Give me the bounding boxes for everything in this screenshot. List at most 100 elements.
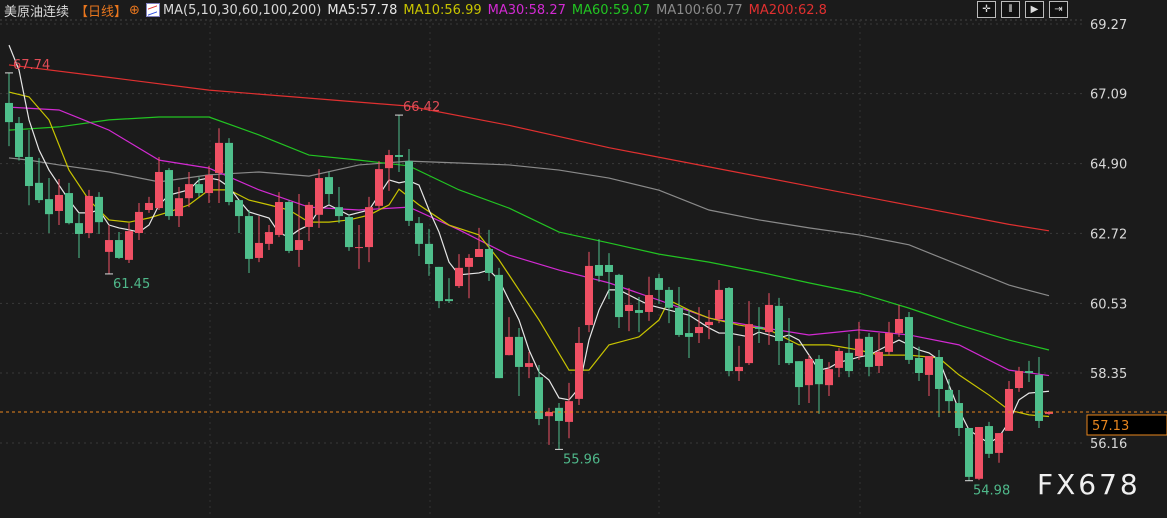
candle-body bbox=[945, 389, 953, 402]
moving-averages bbox=[8, 44, 1050, 444]
goto-end-icon[interactable]: ⇥ bbox=[1049, 1, 1068, 18]
legend-ma10: MA10:56.99 bbox=[403, 2, 482, 18]
candle bbox=[1035, 357, 1043, 428]
annotations: 67.74 61.45 66.42 55.96 54.98 bbox=[5, 58, 1010, 499]
candle bbox=[665, 287, 673, 324]
candle bbox=[575, 326, 583, 405]
ma100-line bbox=[8, 157, 1050, 297]
candle bbox=[385, 149, 393, 191]
candle bbox=[595, 239, 603, 282]
candle-body bbox=[575, 342, 583, 399]
candle-body bbox=[955, 403, 963, 428]
candle bbox=[875, 333, 883, 374]
y-tick-label: 58.35 bbox=[1090, 367, 1127, 382]
candle bbox=[85, 189, 93, 239]
candle bbox=[25, 130, 33, 206]
candle-body bbox=[595, 264, 603, 276]
candle-body bbox=[25, 156, 33, 187]
candle bbox=[45, 178, 53, 234]
candle-body bbox=[735, 366, 743, 372]
ma-params[interactable]: MA(5,10,30,60,100,200) bbox=[162, 2, 322, 18]
candle-body bbox=[35, 182, 43, 201]
candle bbox=[5, 72, 13, 147]
candle bbox=[835, 348, 843, 378]
candle-body bbox=[455, 267, 463, 287]
candle-body bbox=[665, 289, 673, 308]
candle bbox=[685, 310, 693, 358]
candle bbox=[485, 229, 493, 281]
candle bbox=[505, 317, 513, 356]
candle-body bbox=[545, 411, 553, 417]
candle-body bbox=[65, 193, 73, 224]
candle-body bbox=[1035, 374, 1043, 421]
candle-body bbox=[695, 326, 703, 334]
candle bbox=[845, 334, 853, 378]
candle bbox=[615, 273, 623, 328]
candle bbox=[905, 311, 913, 365]
y-tick-label: 60.53 bbox=[1090, 297, 1127, 312]
candle bbox=[425, 228, 433, 276]
candle-body bbox=[505, 336, 513, 356]
candle bbox=[865, 333, 873, 377]
candle-body bbox=[555, 407, 563, 421]
candle bbox=[125, 223, 133, 264]
candle bbox=[175, 186, 183, 227]
crosshair-icon[interactable]: ⊕ bbox=[129, 2, 140, 18]
candle-body bbox=[285, 202, 293, 251]
candle-body bbox=[135, 211, 143, 234]
candle bbox=[755, 307, 763, 343]
candle bbox=[165, 168, 173, 220]
extreme-label: 55.96 bbox=[563, 452, 600, 467]
candle-body bbox=[125, 231, 133, 260]
candle-body bbox=[155, 171, 163, 209]
candle-body bbox=[625, 304, 633, 312]
period-selector[interactable]: 【日线】 bbox=[75, 4, 128, 20]
candle bbox=[55, 179, 63, 226]
candle bbox=[275, 192, 283, 238]
candle-body bbox=[685, 333, 693, 337]
candle-body bbox=[995, 433, 1003, 453]
candle bbox=[1015, 366, 1023, 392]
candle-body bbox=[205, 175, 213, 194]
watermark: FX678 bbox=[1037, 468, 1141, 501]
candle-body bbox=[165, 170, 173, 217]
play-icon[interactable]: ▶ bbox=[1025, 1, 1044, 18]
candle-body bbox=[1005, 388, 1013, 431]
candle-body bbox=[775, 305, 783, 342]
legend-ma5: MA5:57.78 bbox=[327, 2, 398, 18]
candle bbox=[645, 276, 653, 321]
last-price: 57.13 bbox=[0, 411, 1167, 436]
candle bbox=[475, 227, 483, 257]
candle bbox=[255, 216, 263, 263]
candle bbox=[995, 433, 1003, 463]
candle bbox=[325, 171, 333, 204]
candle bbox=[675, 287, 683, 337]
symbol-name[interactable]: 美原油连续 bbox=[4, 4, 70, 20]
last-price-box bbox=[1086, 414, 1167, 436]
candle bbox=[655, 273, 663, 304]
candle-body bbox=[175, 198, 183, 217]
legend-ma60: MA60:59.07 bbox=[571, 2, 651, 18]
indicator-chart-icon[interactable] bbox=[145, 3, 160, 17]
candle-body bbox=[935, 357, 943, 389]
candle bbox=[305, 202, 313, 242]
candle bbox=[345, 214, 353, 251]
y-tick-label: 69.27 bbox=[1090, 18, 1127, 33]
candle-body bbox=[185, 184, 193, 199]
candle bbox=[415, 217, 423, 257]
candle-body bbox=[815, 358, 823, 385]
candle bbox=[365, 196, 373, 263]
candle bbox=[515, 327, 523, 397]
candle bbox=[695, 307, 703, 343]
candle-body bbox=[965, 427, 973, 477]
candle-body bbox=[5, 102, 13, 123]
candle bbox=[145, 196, 153, 213]
bar-spacing-icon[interactable]: ⫴ bbox=[1001, 1, 1020, 18]
candle bbox=[935, 349, 943, 418]
candle bbox=[535, 365, 543, 426]
crosshair-tool-icon[interactable]: ✛ bbox=[977, 1, 996, 18]
candle-body bbox=[325, 177, 333, 195]
candle-body bbox=[865, 336, 873, 367]
